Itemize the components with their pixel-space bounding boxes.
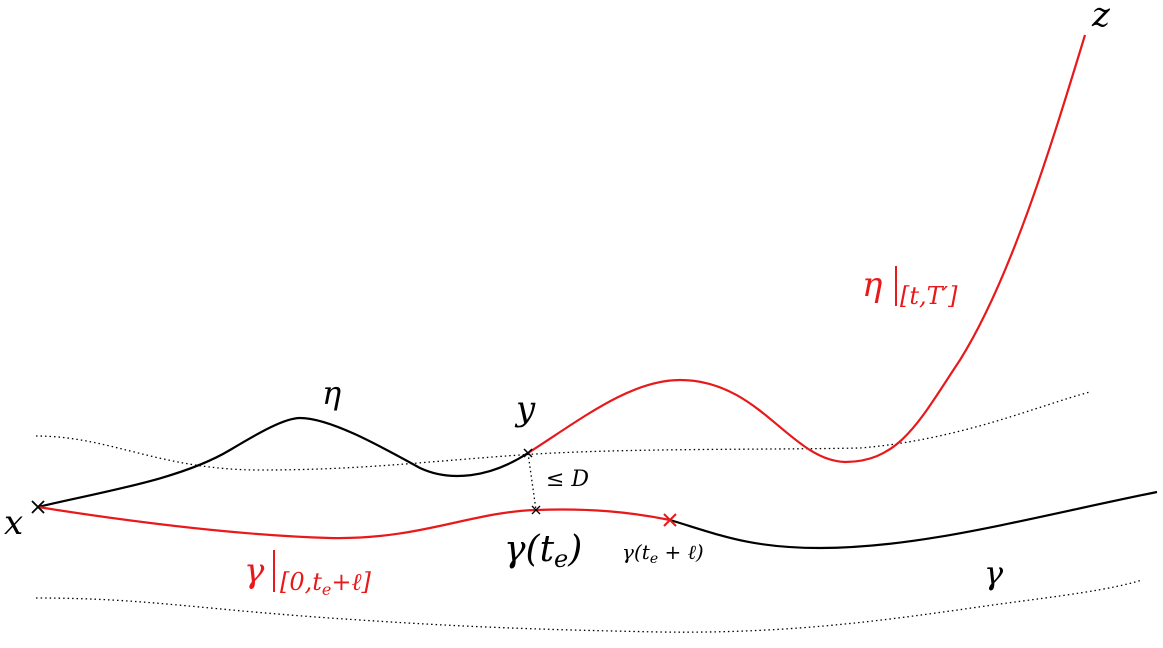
label-y: y (514, 389, 536, 429)
gamma-te-point-marker (531, 505, 541, 515)
gr-sub-pre: [0, (280, 568, 312, 596)
y-point-marker (523, 448, 533, 458)
label-eta-restricted: η [t,T′] (862, 265, 958, 310)
gte-pre: γ( (504, 529, 541, 570)
distance-segment (527, 452, 537, 511)
upper-dotted-boundary (35, 391, 1091, 471)
gr-sub-post: +ℓ] (331, 568, 371, 596)
gamma-curve (669, 490, 1158, 550)
label-eta: η (322, 374, 341, 412)
gte-post: ) (567, 529, 582, 570)
label-eta-restricted-base: η (862, 265, 883, 305)
label-z: z (1091, 0, 1111, 35)
label-gamma-restricted-sub: [0,te+ℓ] (280, 568, 371, 599)
label-gamma-te: γ(te) (504, 529, 582, 573)
label-le-d: ≤ D (546, 467, 589, 492)
gtel-e: e (650, 551, 658, 567)
label-gamma-restricted: γ [0,te+ℓ] (244, 550, 371, 599)
gamma-restricted-curve (37, 505, 671, 540)
label-gamma: γ (984, 554, 1004, 592)
gr-sub-t: t (312, 568, 322, 596)
gtel-t: t (642, 540, 651, 564)
gr-sub-e: e (322, 580, 331, 599)
gtel-pre: γ( (622, 540, 643, 564)
gamma-te-l-point-marker (663, 513, 677, 527)
x-point-marker (31, 500, 45, 514)
label-x: x (4, 503, 23, 543)
eta-curve (37, 416, 529, 509)
lower-dotted-boundary (35, 579, 1143, 633)
gtel-post: + ℓ) (658, 540, 704, 564)
label-eta-restricted-sub: [t,T′] (900, 282, 958, 310)
gte-e: e (554, 545, 568, 573)
label-gamma-restricted-base: γ (244, 551, 265, 591)
label-gamma-te-l: γ(te + ℓ) (622, 540, 704, 567)
gte-t: t (540, 529, 555, 570)
eta-restricted-curve (527, 34, 1087, 464)
